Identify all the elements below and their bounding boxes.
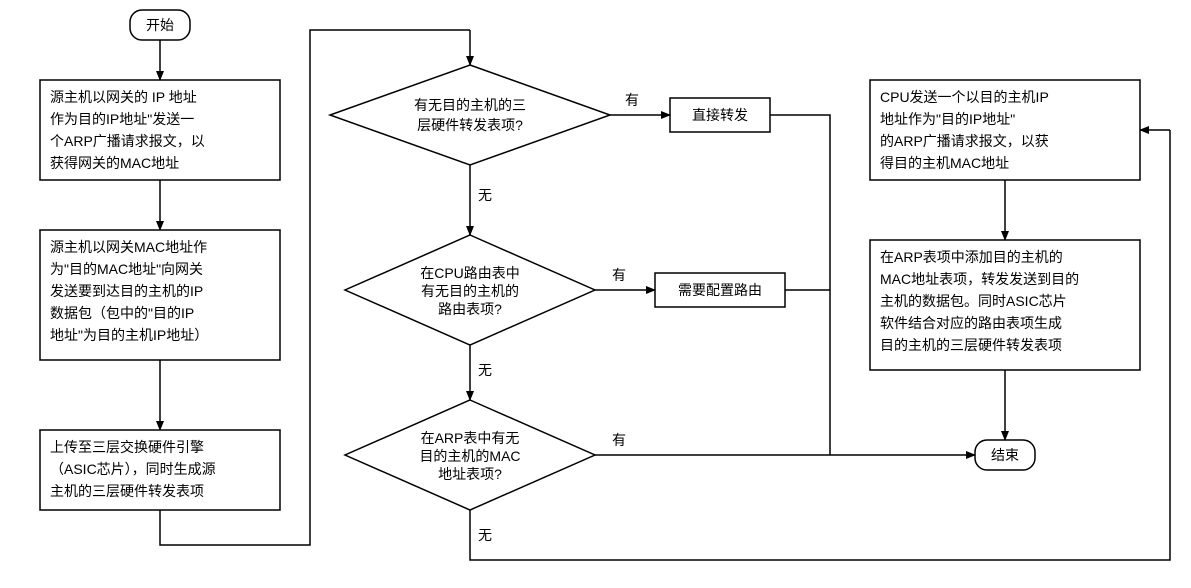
node-a2: 需要配置路由 [655, 273, 785, 307]
lbl-d1-no: 无 [478, 187, 492, 203]
p5-l4: 目的主机的三层硬件转发表项 [880, 337, 1062, 353]
lbl-d2-yes: 有 [612, 267, 626, 283]
node-end: 结束 [975, 440, 1035, 470]
lbl-d3-yes: 有 [612, 432, 626, 448]
d2-l1: 有无目的主机的 [421, 283, 519, 299]
a1-label: 直接转发 [692, 107, 748, 123]
lbl-d3-no: 无 [478, 527, 492, 543]
p1-l0: 源主机以网关的 IP 地址 [50, 89, 197, 105]
p4-l1: 地址作为"目的IP地址" [880, 111, 1015, 127]
d3-l2: 地址表项? [438, 466, 502, 482]
p3-l0: 上传至三层交换硬件引擎 [50, 439, 204, 455]
p5-l3: 软件结合对应的路由表项生成 [880, 315, 1062, 331]
node-d1: 有无目的主机的三 层硬件转发表项? [330, 65, 610, 165]
p4-l2: 的ARP广播请求报文，以获 [880, 133, 1049, 149]
p1-l2: 个ARP广播请求报文，以 [50, 133, 205, 149]
p3-l1: （ASIC芯片），同时生成源 [50, 461, 216, 477]
node-a1: 直接转发 [670, 98, 770, 132]
node-p1: 源主机以网关的 IP 地址 作为目的IP地址"发送一 个ARP广播请求报文，以 … [40, 80, 280, 180]
p2-l3: 数据包（包中的"目的IP [50, 305, 194, 321]
p5-l1: MAC地址表项，转发发送到目的 [880, 271, 1079, 287]
p5-l2: 主机的数据包。同时ASIC芯片 [880, 293, 1067, 309]
lbl-d1-yes: 有 [625, 92, 639, 108]
lbl-d2-no: 无 [478, 362, 492, 378]
node-p2: 源主机以网关MAC地址作 为"目的MAC地址"向网关 发送要到达目的主机的IP … [40, 230, 280, 360]
node-p3: 上传至三层交换硬件引擎 （ASIC芯片），同时生成源 主机的三层硬件转发表项 [40, 430, 280, 510]
d1-l1: 层硬件转发表项? [417, 117, 523, 133]
p2-l1: 为"目的MAC地址"向网关 [50, 261, 203, 277]
p2-l2: 发送要到达目的主机的IP [50, 283, 203, 299]
a2-label: 需要配置路由 [678, 282, 762, 298]
start-label: 开始 [146, 17, 174, 33]
p2-l4: 地址"为目的主机IP地址） [50, 327, 208, 343]
d2-l0: 在CPU路由表中 [420, 265, 520, 281]
node-start: 开始 [130, 10, 190, 40]
p4-l3: 得目的主机MAC地址 [880, 155, 1009, 171]
d3-l0: 在ARP表中有无 [421, 430, 520, 446]
d1-l0: 有无目的主机的三 [414, 97, 526, 113]
p4-l0: CPU发送一个以目的主机IP [880, 89, 1049, 105]
node-d3: 在ARP表中有无 目的主机的MAC 地址表项? [345, 400, 595, 510]
p1-l1: 作为目的IP地址"发送一 [50, 111, 194, 127]
end-label: 结束 [991, 447, 1019, 463]
d3-l1: 目的主机的MAC [419, 448, 520, 464]
p1-l3: 获得网关的MAC地址 [50, 155, 179, 171]
p5-l0: 在ARP表项中添加目的主机的 [880, 249, 1063, 265]
node-d2: 在CPU路由表中 有无目的主机的 路由表项? [345, 235, 595, 345]
p2-l0: 源主机以网关MAC地址作 [50, 239, 207, 255]
p3-l2: 主机的三层硬件转发表项 [50, 483, 204, 499]
node-p4: CPU发送一个以目的主机IP 地址作为"目的IP地址" 的ARP广播请求报文，以… [870, 80, 1140, 180]
d2-l2: 路由表项? [438, 301, 502, 317]
node-p5: 在ARP表项中添加目的主机的 MAC地址表项，转发发送到目的 主机的数据包。同时… [870, 240, 1140, 370]
